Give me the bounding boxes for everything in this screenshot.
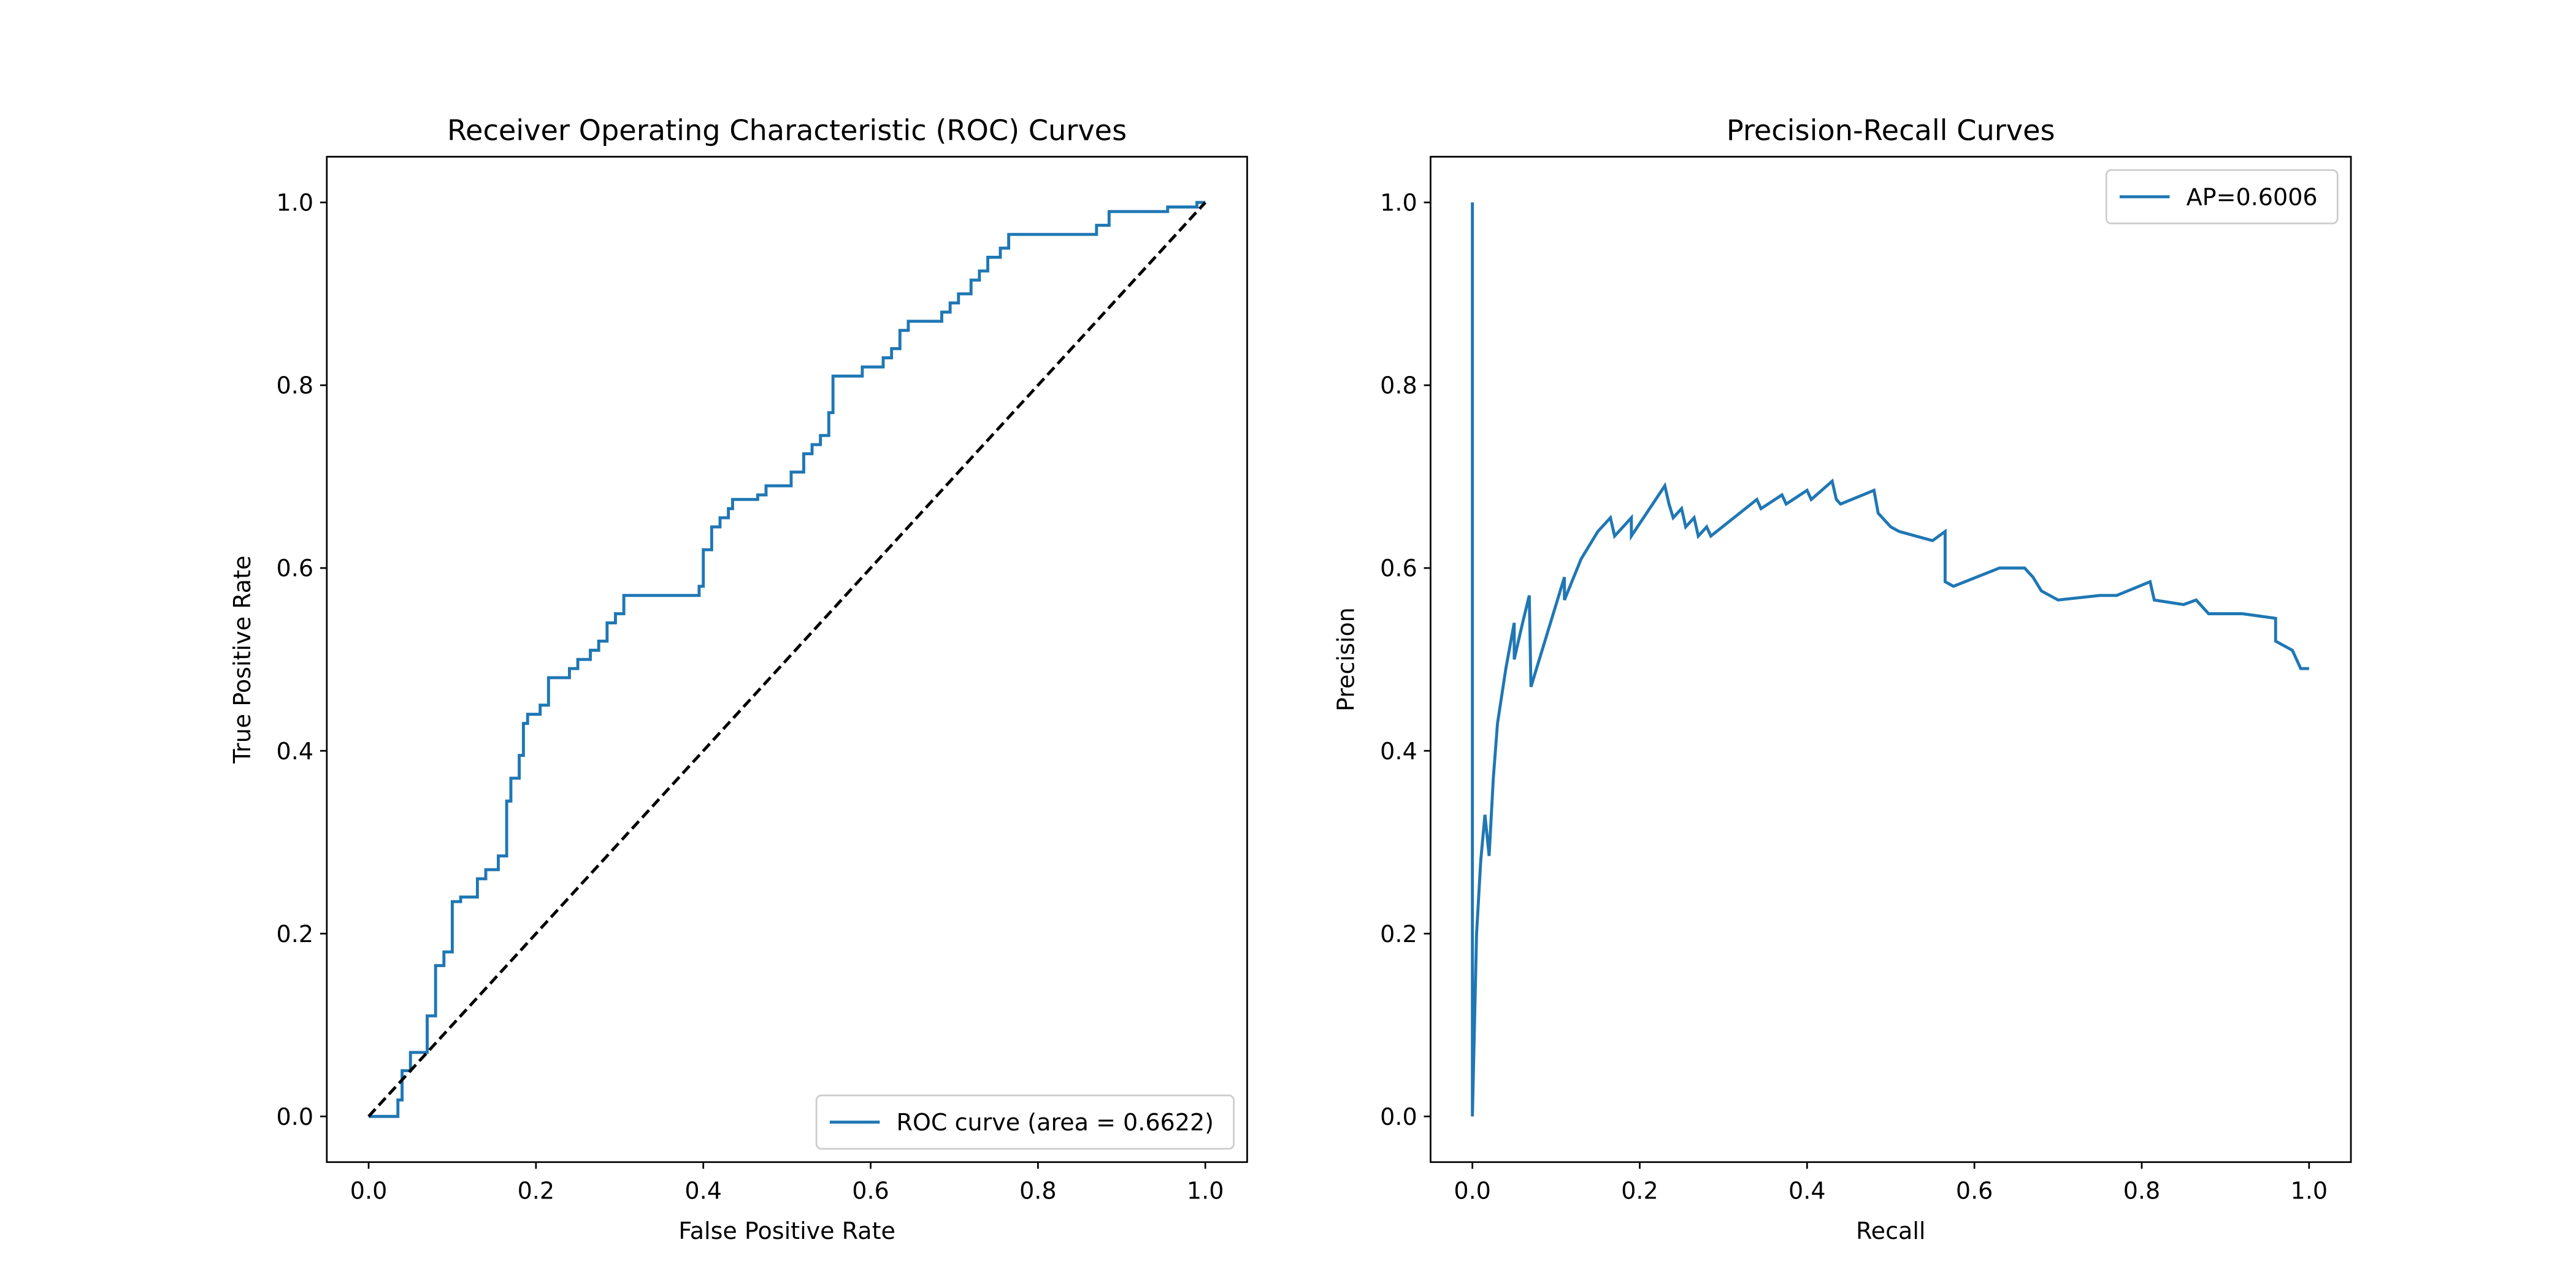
y-tick-label: 1.0 xyxy=(277,190,314,217)
y-tick-label: 1.0 xyxy=(1380,190,1417,217)
x-tick-label: 0.0 xyxy=(350,1178,388,1205)
y-tick-label: 0.6 xyxy=(1380,555,1417,582)
legend-box xyxy=(2105,169,2339,224)
axes: 0.0 0.2 0.4 0.6 0.8 1.0 0.0 0.2 0.4 0.6 0.8 1.0 Prec… xyxy=(1332,113,2352,1244)
x-tick-label: 0.6 xyxy=(852,1178,889,1205)
legend-box xyxy=(815,1094,1235,1150)
y-tick-label: 0.8 xyxy=(277,372,314,399)
legend: AP=0.6006 xyxy=(2105,169,2339,224)
axes-frame xyxy=(1430,156,2352,1163)
x-tick-label: 0.8 xyxy=(1019,1178,1057,1205)
legend-label: AP=0.6006 xyxy=(2187,183,2318,210)
y-tick-label: 0.0 xyxy=(1380,1103,1417,1130)
x-tick-label: 0.6 xyxy=(1956,1178,1993,1205)
x-tick-label: 0.2 xyxy=(518,1178,555,1205)
y-axis-label: Precision xyxy=(1332,607,1359,711)
x-axis-label: Recall xyxy=(1856,1217,1926,1244)
series-line xyxy=(1471,202,2309,1117)
y-tick-label: 0.6 xyxy=(277,555,314,582)
series-line xyxy=(367,201,1206,1117)
axes: 0.0 0.2 0.4 0.6 0.8 1.0 0.0 0.2 0.4 0.6 0.8 1.0 Rece… xyxy=(229,113,1248,1244)
x-tick-label: 0.0 xyxy=(1454,1178,1491,1205)
y-tick-label: 0.2 xyxy=(277,921,314,948)
axes-frame xyxy=(326,156,1248,1163)
y-tick-label: 0.4 xyxy=(1380,738,1417,765)
series-line xyxy=(369,201,1206,1118)
y-tick-label: 0.0 xyxy=(277,1103,314,1130)
y-tick-label: 0.2 xyxy=(1380,921,1417,948)
x-axis-label: False Positive Rate xyxy=(678,1217,895,1244)
x-tick-label: 1.0 xyxy=(2291,1178,2328,1205)
legend: ROC curve (area = 0.6622) xyxy=(815,1094,1235,1150)
legend-label: ROC curve (area = 0.6622) xyxy=(897,1109,1214,1136)
x-tick-label: 0.2 xyxy=(1621,1178,1658,1205)
chart-title: Precision-Recall Curves xyxy=(1727,113,2055,147)
x-tick-label: 0.8 xyxy=(2123,1178,2161,1205)
x-tick-label: 1.0 xyxy=(1187,1178,1224,1205)
x-tick-label: 0.4 xyxy=(1788,1178,1826,1205)
y-tick-label: 0.8 xyxy=(1380,372,1417,399)
chart-title: Receiver Operating Characteristic (ROC) … xyxy=(447,113,1127,147)
x-tick-label: 0.4 xyxy=(684,1178,722,1205)
y-tick-label: 0.4 xyxy=(277,738,314,765)
y-axis-label: True Positive Rate xyxy=(229,556,256,764)
